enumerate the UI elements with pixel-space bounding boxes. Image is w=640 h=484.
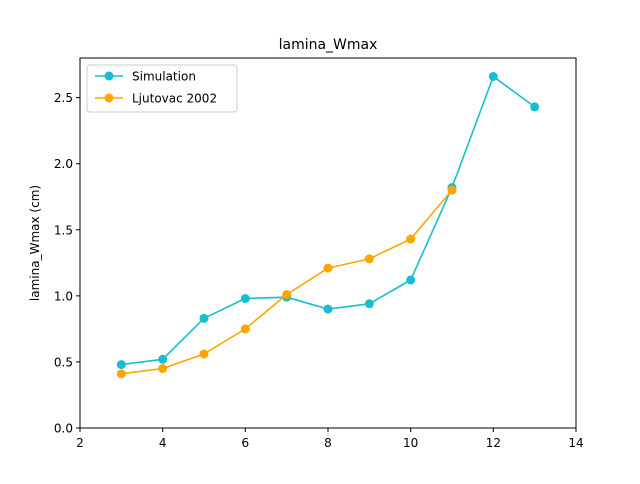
y-tick-label-3: 1.5 (54, 223, 73, 237)
data-point-0-5 (323, 304, 333, 314)
data-point-1-3 (240, 324, 250, 334)
legend-box (86, 64, 238, 113)
data-point-0-1 (158, 354, 168, 364)
data-point-1-7 (406, 234, 416, 244)
x-tick-label-2: 6 (242, 436, 250, 450)
x-tick-label-6: 14 (568, 436, 583, 450)
y-tick-label-2: 1.0 (54, 289, 73, 303)
data-point-1-4 (282, 290, 292, 300)
data-point-1-6 (364, 254, 374, 264)
data-point-0-3 (240, 294, 250, 303)
data-point-1-2 (199, 349, 209, 359)
series-1 (116, 185, 457, 379)
data-point-1-0 (116, 369, 126, 379)
y-axis-label: lamina_Wmax (cm) (28, 185, 42, 301)
data-point-0-0 (116, 360, 126, 370)
x-tick-label-0: 2 (76, 436, 84, 450)
x-tick-label-4: 10 (403, 436, 418, 450)
data-point-0-10 (530, 102, 540, 112)
chart-title: lamina_Wmax (279, 37, 378, 53)
y-tick-label-5: 2.5 (54, 91, 73, 105)
x-tick-label-3: 8 (324, 436, 332, 450)
x-tick-label-5: 12 (486, 436, 501, 450)
data-point-0-6 (364, 299, 374, 309)
data-point-0-7 (406, 275, 416, 285)
y-tick-label-1: 0.5 (54, 355, 73, 369)
legend-label-1: Ljutovac 2002 (132, 92, 217, 106)
data-point-1-8 (447, 185, 457, 195)
y-tick-label-4: 2.0 (54, 157, 73, 171)
legend-marker-0 (104, 71, 114, 81)
y-tick-label-0: 0.0 (54, 422, 73, 436)
legend: Simulation Ljutovac 2002 (86, 64, 238, 113)
data-point-0-9 (488, 72, 498, 81)
plot-area: 2 4 6 8 10 12 14 0.0 0.5 1.0 1.5 2.0 2.5 Simulation Lj… (54, 57, 584, 450)
x-tick-label-1: 4 (159, 436, 167, 450)
data-point-1-5 (323, 263, 333, 273)
legend-marker-1 (104, 93, 114, 103)
data-point-0-2 (199, 313, 209, 323)
legend-label-0: Simulation (132, 70, 196, 84)
data-point-1-1 (158, 364, 168, 374)
